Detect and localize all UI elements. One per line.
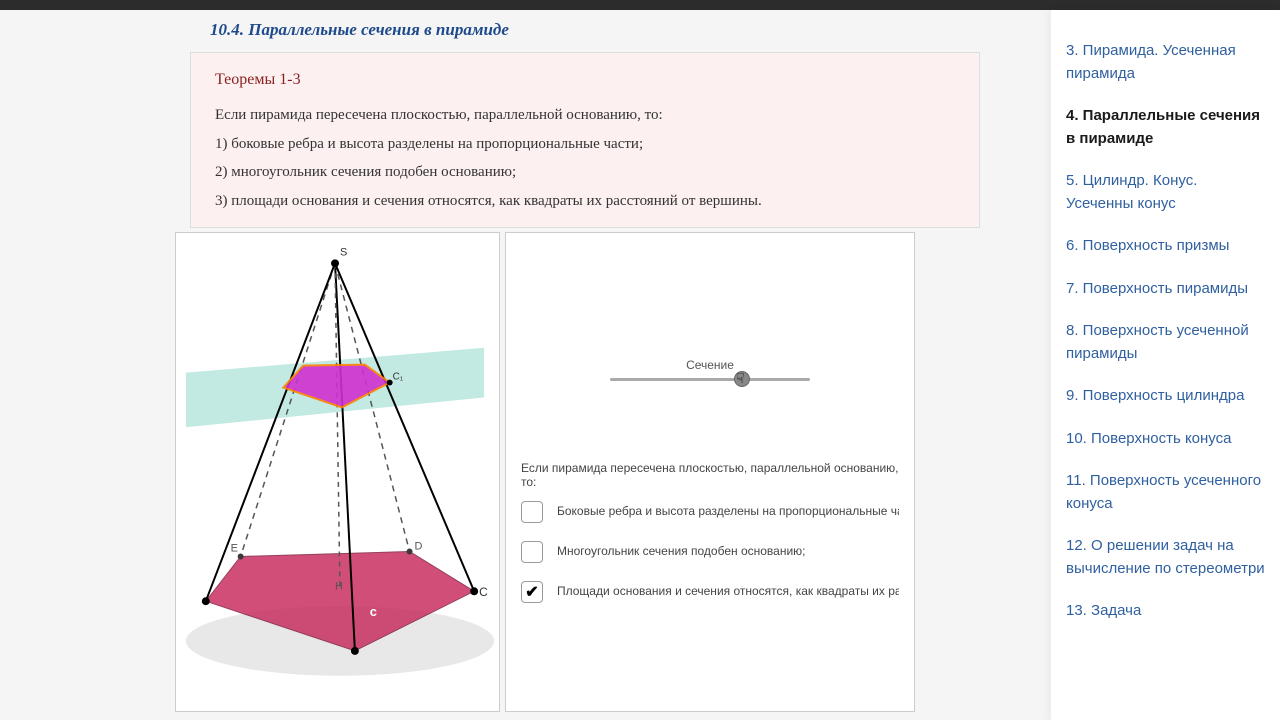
nav-item-10[interactable]: 10. Поверхность конуса bbox=[1066, 418, 1265, 461]
slider-label: Сечение bbox=[521, 358, 899, 372]
check-label: Боковые ребра и высота разделены на проп… bbox=[557, 501, 899, 518]
svg-text:C: C bbox=[479, 586, 488, 600]
nav-item-4[interactable]: 4. Параллельные сечения в пирамиде bbox=[1066, 95, 1265, 160]
check-row: Боковые ребра и высота разделены на проп… bbox=[521, 501, 899, 523]
svg-text:c: c bbox=[370, 604, 377, 619]
check-label: Многоугольник сечения подобен основанию; bbox=[557, 541, 806, 558]
section-title: 10.4. Параллельные сечения в пирамиде bbox=[180, 20, 1050, 40]
cursor-icon: ☟ bbox=[736, 370, 745, 387]
controls-panel: Сечение ☟ Если пирамида пересечена плоск… bbox=[505, 232, 915, 712]
theorem-title: Теоремы 1-3 bbox=[215, 65, 955, 95]
slider-wrap: Сечение ☟ bbox=[521, 358, 899, 381]
main-area: 10.4. Параллельные сечения в пирамиде Те… bbox=[0, 10, 1280, 720]
pyramid-diagram: S C D E H c C₁ bbox=[176, 233, 499, 711]
checkbox-1[interactable] bbox=[521, 501, 543, 523]
checkbox-2[interactable] bbox=[521, 541, 543, 563]
theorem-item: 3) площади основания и сечения относятся… bbox=[215, 187, 955, 216]
theorem-intro: Если пирамида пересечена плоскостью, пар… bbox=[215, 101, 955, 130]
svg-text:H: H bbox=[335, 581, 343, 593]
svg-text:D: D bbox=[415, 541, 423, 553]
interactive-area: S C D E H c C₁ Сечение ☟ Если пи bbox=[175, 232, 1050, 712]
nav-item-12[interactable]: 12. О решении задач на вычисление по сте… bbox=[1066, 525, 1265, 590]
svg-text:E: E bbox=[231, 543, 238, 555]
apex-label: S bbox=[340, 247, 347, 259]
nav-item-5[interactable]: 5. Цилиндр. Конус. Усеченны конус bbox=[1066, 160, 1265, 225]
nav-item-11[interactable]: 11. Поверхность усеченного конуса bbox=[1066, 460, 1265, 525]
top-bar bbox=[0, 0, 1280, 10]
nav-item-7[interactable]: 7. Поверхность пирамиды bbox=[1066, 268, 1265, 311]
nav-item-13[interactable]: 13. Задача bbox=[1066, 590, 1265, 633]
check-label: Площади основания и сечения относятся, к… bbox=[557, 581, 899, 598]
check-row: ✔ Площади основания и сечения относятся,… bbox=[521, 581, 899, 603]
nav-item-8[interactable]: 8. Поверхность усеченной пирамиды bbox=[1066, 310, 1265, 375]
check-intro: Если пирамида пересечена плоскостью, пар… bbox=[521, 461, 899, 489]
content-area: 10.4. Параллельные сечения в пирамиде Те… bbox=[0, 10, 1050, 720]
theorem-item: 2) многоугольник сечения подобен основан… bbox=[215, 158, 955, 187]
section-slider[interactable]: ☟ bbox=[610, 378, 810, 381]
nav-item-6[interactable]: 6. Поверхность призмы bbox=[1066, 225, 1265, 268]
svg-text:C₁: C₁ bbox=[393, 372, 404, 383]
check-row: Многоугольник сечения подобен основанию; bbox=[521, 541, 899, 563]
nav-item-3[interactable]: 3. Пирамида. Усеченная пирамида bbox=[1066, 30, 1265, 95]
checkbox-3[interactable]: ✔ bbox=[521, 581, 543, 603]
theorem-item: 1) боковые ребра и высота разделены на п… bbox=[215, 130, 955, 159]
sidebar-nav: 3. Пирамида. Усеченная пирамида 4. Парал… bbox=[1050, 10, 1280, 720]
theorem-box: Теоремы 1-3 Если пирамида пересечена пло… bbox=[190, 52, 980, 228]
nav-item-9[interactable]: 9. Поверхность цилиндра bbox=[1066, 375, 1265, 418]
pyramid-panel[interactable]: S C D E H c C₁ bbox=[175, 232, 500, 712]
